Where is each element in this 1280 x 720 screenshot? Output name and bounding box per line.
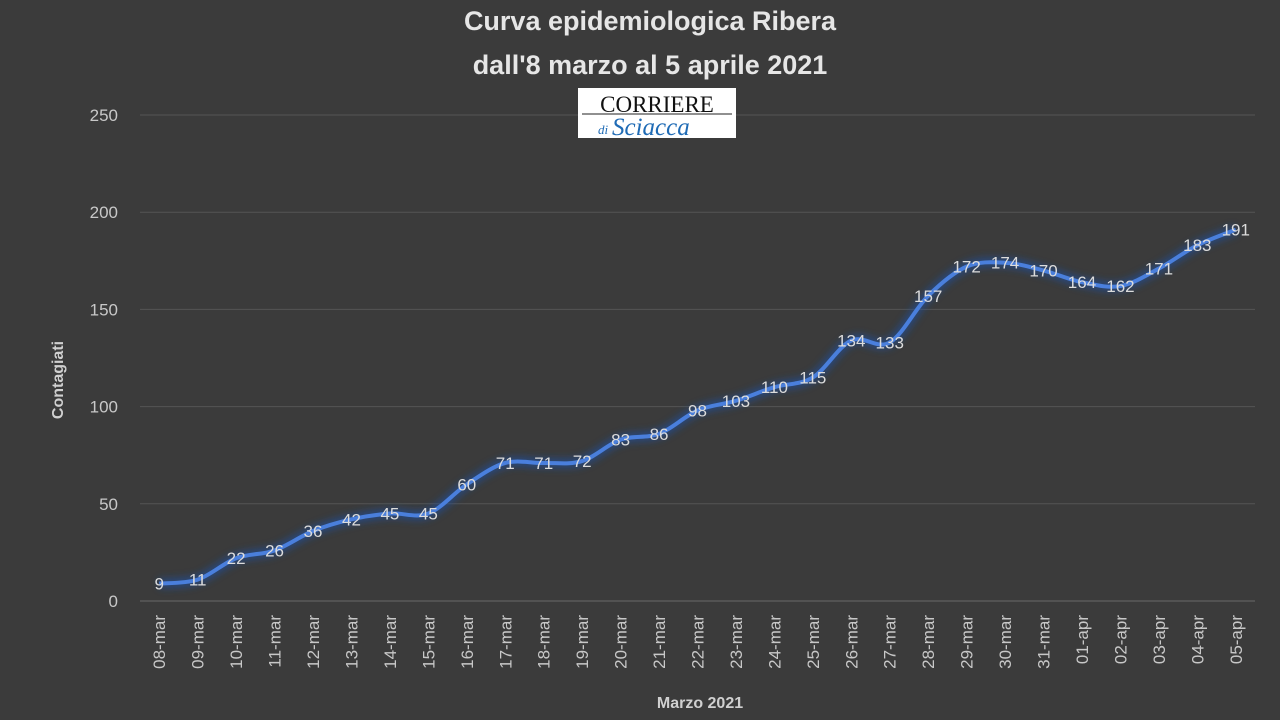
data-label: 110 [761, 378, 788, 397]
svg-text:CORRIERE: CORRIERE [600, 92, 714, 117]
y-tick-label: 150 [90, 300, 118, 319]
y-tick-label: 100 [90, 398, 118, 417]
data-label: 45 [419, 505, 438, 524]
data-label: 11 [189, 571, 207, 590]
data-labels: 9 11 22 26 36 42 45 45 60 71 71 72 83 86 98 103 110 115 13… [154, 221, 1249, 594]
x-tick-label: 02-apr [1111, 615, 1130, 664]
x-tick-label: 16-mar [458, 615, 477, 669]
data-label: 133 [876, 333, 904, 352]
data-label: 45 [380, 505, 399, 524]
x-tick-label: 04-apr [1188, 615, 1207, 664]
data-label: 183 [1183, 236, 1211, 255]
x-tick-label: 09-mar [189, 615, 208, 669]
x-tick-label: 18-mar [535, 615, 554, 669]
x-axis-ticks: 08-mar 09-mar 10-mar 11-mar 12-mar 13-mar 14-m… [150, 615, 1246, 669]
data-label: 191 [1222, 221, 1250, 240]
x-tick-label: 10-mar [227, 615, 246, 669]
x-tick-label: 24-mar [765, 615, 784, 669]
data-label: 162 [1106, 277, 1134, 296]
data-label: 86 [650, 425, 669, 444]
chart-title-line-2: dall'8 marzo al 5 aprile 2021 [473, 50, 828, 80]
y-tick-label: 250 [90, 106, 118, 125]
y-axis-ticks: 0 50 100 150 200 250 [90, 106, 118, 611]
x-tick-label: 12-mar [304, 615, 323, 669]
data-label: 115 [799, 368, 826, 387]
x-tick-label: 08-mar [150, 615, 169, 669]
x-tick-label: 17-mar [496, 615, 515, 669]
svg-text:Sciacca: Sciacca [612, 114, 690, 141]
data-label: 72 [573, 452, 592, 471]
data-label: 171 [1145, 260, 1173, 279]
x-tick-label: 01-apr [1073, 615, 1092, 664]
x-tick-label: 26-mar [842, 615, 861, 669]
x-tick-label: 13-mar [342, 615, 361, 669]
x-tick-label: 15-mar [419, 615, 438, 669]
x-tick-label: 31-mar [1035, 615, 1054, 669]
data-label: 172 [952, 258, 980, 277]
data-label: 26 [265, 541, 284, 560]
x-tick-label: 28-mar [919, 615, 938, 669]
corriere-di-sciacca-logo: CORRIERE di Sciacca [578, 88, 736, 141]
x-tick-label: 03-apr [1150, 615, 1169, 664]
data-label: 60 [457, 475, 476, 494]
x-tick-label: 30-mar [996, 615, 1015, 669]
x-tick-label: 27-mar [881, 615, 900, 669]
data-label: 83 [611, 431, 630, 450]
y-axis-title: Contagiati [50, 341, 67, 419]
x-tick-label: 11-mar [266, 615, 285, 668]
x-tick-label: 29-mar [958, 615, 977, 669]
x-tick-label: 22-mar [689, 615, 708, 669]
data-label: 98 [688, 401, 707, 420]
x-tick-label: 21-mar [650, 615, 669, 669]
x-tick-label: 25-mar [804, 615, 823, 669]
chart-title-line-1: Curva epidemiologica Ribera [464, 6, 837, 36]
data-label: 42 [342, 510, 361, 529]
data-label: 134 [837, 332, 865, 351]
data-label: 157 [914, 287, 942, 306]
data-label: 164 [1068, 273, 1096, 292]
data-label: 71 [534, 454, 553, 473]
x-tick-label: 20-mar [612, 615, 631, 669]
data-label: 9 [154, 575, 163, 594]
x-tick-label: 14-mar [381, 615, 400, 669]
y-tick-label: 50 [99, 495, 118, 514]
data-label: 170 [1029, 262, 1057, 281]
series-line [158, 225, 1238, 588]
data-label: 103 [722, 392, 750, 411]
data-label: 36 [304, 522, 323, 541]
svg-text:di: di [598, 122, 609, 137]
y-tick-label: 0 [109, 592, 118, 611]
x-axis-title: Marzo 2021 [657, 695, 743, 712]
y-tick-label: 200 [90, 203, 118, 222]
x-tick-label: 19-mar [573, 615, 592, 669]
x-tick-label: 05-apr [1227, 615, 1246, 664]
data-label: 174 [991, 254, 1019, 273]
x-tick-label: 23-mar [727, 615, 746, 669]
data-label: 71 [496, 454, 515, 473]
data-label: 22 [227, 549, 246, 568]
